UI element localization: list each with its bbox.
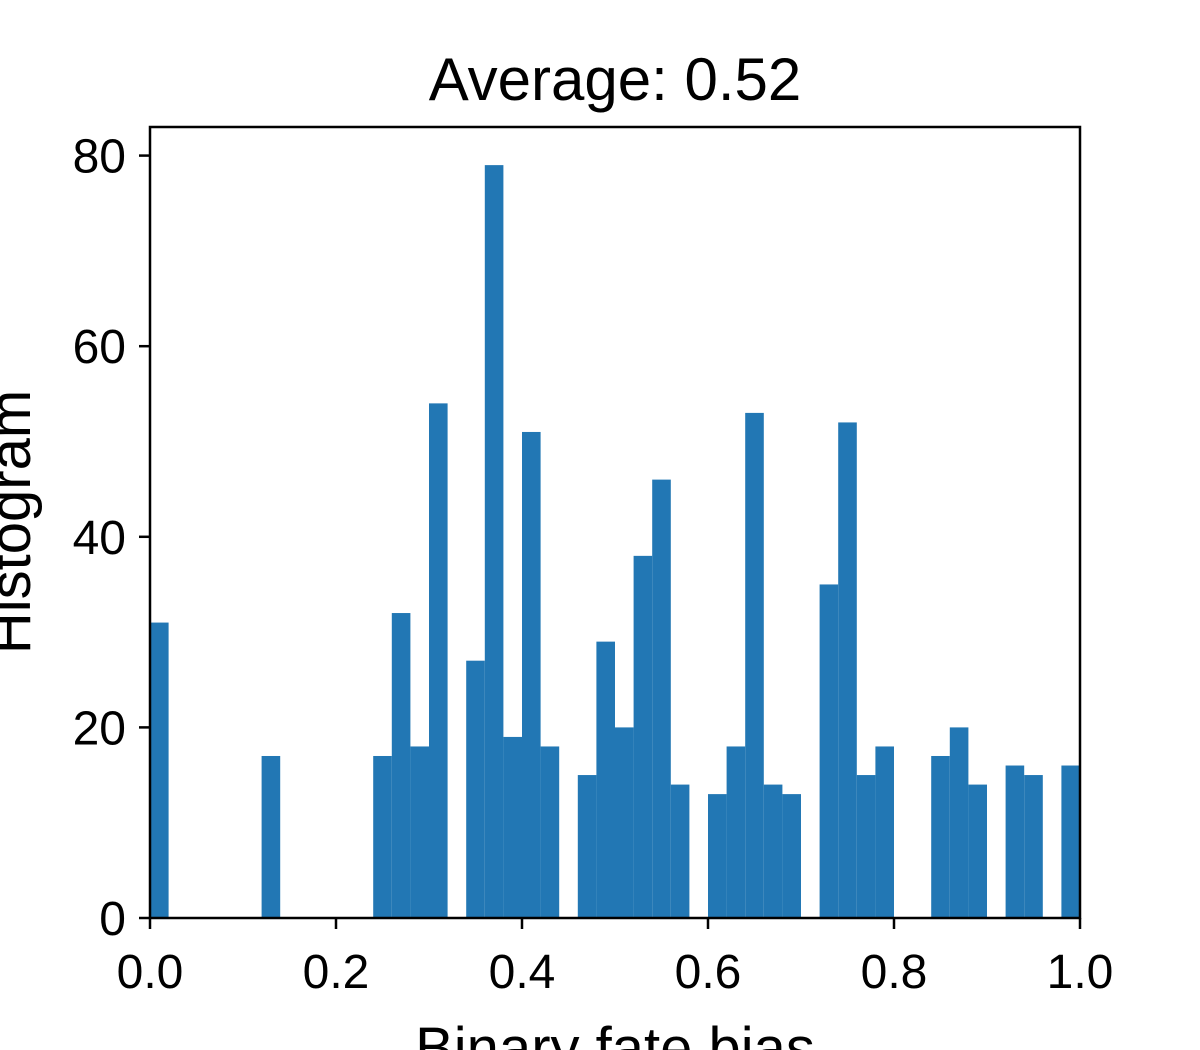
- histogram-bar-28: [968, 784, 987, 918]
- histogram-bar-23: [838, 422, 857, 918]
- y-tick-label: 80: [73, 131, 126, 184]
- y-tick-label: 40: [73, 512, 126, 565]
- histogram-bar-12: [596, 641, 615, 918]
- histogram-bar-26: [931, 755, 950, 918]
- histogram-bar-5: [429, 403, 448, 918]
- histogram-bar-6: [466, 660, 485, 918]
- histogram-bar-29: [1005, 765, 1025, 918]
- histogram-bar-14: [633, 555, 653, 918]
- histogram-bar-3: [391, 613, 411, 918]
- y-tick-label: 60: [73, 321, 126, 374]
- histogram-bar-13: [615, 727, 634, 918]
- histogram-bar-18: [726, 746, 746, 918]
- x-tick-label: 0.2: [303, 946, 370, 999]
- histogram-bar-11: [577, 775, 597, 918]
- y-axis-label: Histogram: [0, 390, 43, 654]
- histogram-bar-2: [373, 755, 392, 918]
- x-tick-label: 0.8: [861, 946, 928, 999]
- histogram-bar-24: [856, 775, 876, 918]
- histogram-bar-19: [745, 412, 764, 918]
- y-axis-ticks: 0 20 40 60 80: [73, 131, 150, 946]
- y-tick-label: 20: [73, 702, 126, 755]
- histogram-bar-30: [1024, 775, 1043, 918]
- histogram-bar-0: [150, 622, 169, 918]
- histogram-bar-15: [652, 479, 671, 918]
- x-axis-label: Binary fate bias: [415, 1016, 815, 1050]
- histogram-bar-10: [540, 746, 560, 918]
- bars-group: [150, 165, 1080, 918]
- histogram-bar-1: [261, 755, 281, 918]
- histogram-bar-20: [763, 784, 783, 918]
- histogram-bar-8: [503, 736, 522, 918]
- histogram-bar-22: [819, 584, 839, 918]
- x-axis-ticks: 0.0 0.2 0.4 0.6 0.8 1.0: [117, 918, 1114, 999]
- y-tick-label: 0: [99, 893, 126, 946]
- histogram-bar-4: [410, 746, 429, 918]
- histogram-bar-9: [522, 431, 541, 918]
- histogram-bar-16: [670, 784, 690, 918]
- histogram-bar-27: [949, 727, 969, 918]
- x-tick-label: 1.0: [1047, 946, 1114, 999]
- x-tick-label: 0.4: [489, 946, 556, 999]
- x-tick-label: 0.6: [675, 946, 742, 999]
- histogram-bar-31: [1061, 765, 1080, 918]
- histogram-bar-21: [782, 794, 801, 918]
- chart-title: Average: 0.52: [429, 46, 802, 113]
- histogram-bar-25: [875, 746, 894, 918]
- x-tick-label: 0.0: [117, 946, 184, 999]
- plot-area-frame: [148, 125, 1082, 920]
- histogram-bar-17: [708, 794, 727, 918]
- histogram-bar-7: [484, 165, 504, 918]
